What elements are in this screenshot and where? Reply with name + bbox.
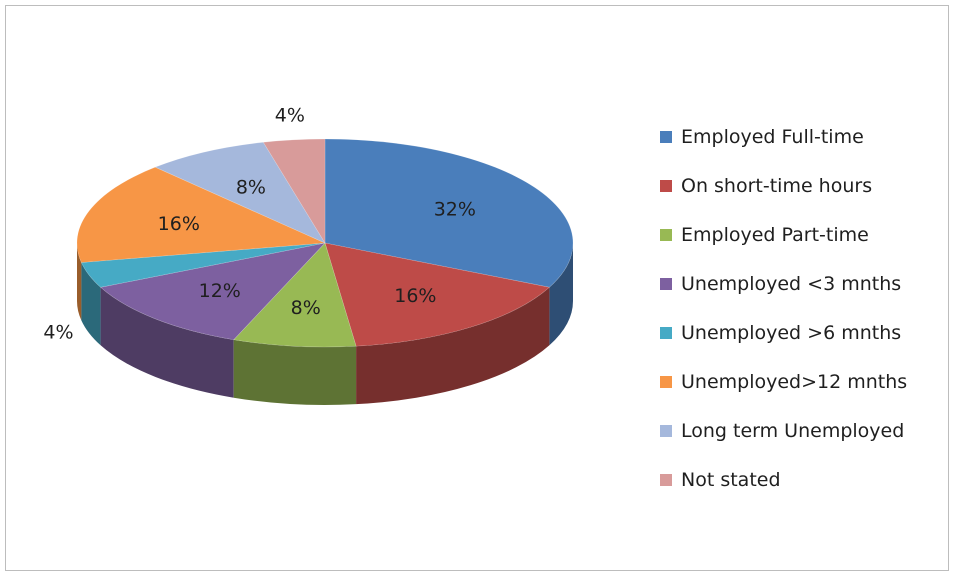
- pie-slice-5: [80, 242, 326, 288]
- data-label-1: 32%: [434, 198, 476, 220]
- legend-swatch: [660, 130, 672, 143]
- legend-label: Unemployed>12 mnths: [681, 370, 908, 393]
- data-label-4: 12%: [199, 280, 241, 302]
- pie-slice-4: [99, 242, 326, 341]
- pie-slice-side-2: [356, 287, 550, 405]
- pie-slice-3: [233, 242, 357, 348]
- legend-swatch: [660, 326, 672, 339]
- pie-slice-side-1: [549, 243, 573, 346]
- data-label-7: 8%: [236, 176, 266, 198]
- legend-item: Long term Unemployed: [660, 406, 907, 455]
- pie-slice-side-5: [81, 262, 101, 346]
- legend-swatch: [660, 473, 672, 486]
- legend-label: Not stated: [681, 468, 781, 491]
- data-label-5: 4%: [43, 322, 73, 344]
- pie-slice-side-6: [77, 243, 82, 321]
- legend-label: Long term Unemployed: [681, 419, 905, 442]
- legend-label: Unemployed <3 mnths: [681, 272, 902, 295]
- pie-slice-7: [154, 141, 326, 244]
- legend-item: Employed Full-time: [660, 112, 907, 161]
- legend: Employed Full-time On short-time hours Emp…: [660, 112, 907, 504]
- pie-slice-1: [324, 138, 574, 288]
- pie-slice-8: [262, 138, 326, 245]
- data-label-2: 16%: [394, 285, 436, 307]
- pie-slice-side-4: [100, 287, 234, 398]
- legend-item: Not stated: [660, 455, 907, 504]
- pie-slice-2: [324, 242, 551, 347]
- legend-label: On short-time hours: [681, 174, 873, 197]
- legend-swatch: [660, 179, 672, 192]
- data-label-8: 4%: [275, 104, 305, 126]
- legend-swatch: [660, 424, 672, 437]
- pie-slice-side-3: [233, 339, 357, 405]
- legend-item: Unemployed <3 mnths: [660, 259, 907, 308]
- data-label-3: 8%: [291, 297, 321, 319]
- legend-item: Unemployed >6 mnths: [660, 308, 907, 357]
- legend-label: Employed Full-time: [681, 125, 864, 148]
- pie-slice-6: [76, 166, 326, 263]
- legend-item: Employed Part-time: [660, 210, 907, 259]
- legend-item: On short-time hours: [660, 161, 907, 210]
- legend-label: Employed Part-time: [681, 223, 869, 246]
- legend-item: Unemployed>12 mnths: [660, 357, 907, 406]
- legend-swatch: [660, 228, 672, 241]
- legend-swatch: [660, 277, 672, 290]
- legend-label: Unemployed >6 mnths: [681, 321, 902, 344]
- legend-swatch: [660, 375, 672, 388]
- data-label-6: 16%: [158, 213, 200, 235]
